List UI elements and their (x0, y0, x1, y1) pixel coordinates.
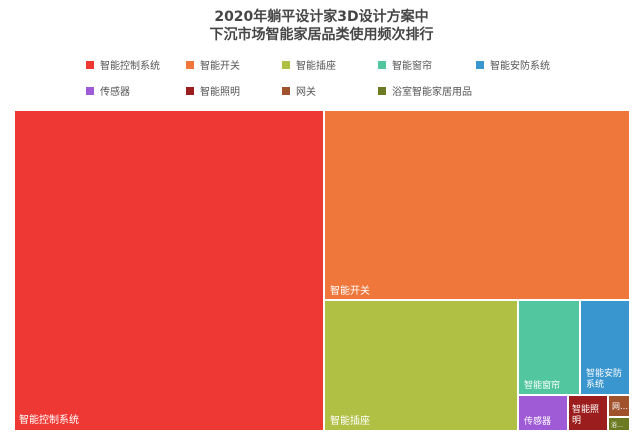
legend-item-sensor[interactable]: 传感器 (86, 83, 130, 98)
legend-label: 智能开关 (200, 61, 240, 72)
legend-item-smart-curtain[interactable]: 智能窗帘 (378, 57, 432, 72)
legend-swatch (282, 86, 290, 95)
treemap-cell-label: 传感器 (524, 415, 551, 427)
chart-title-line-2: 下沉市场智能家居品类使用频次排行 (209, 27, 434, 43)
legend-swatch (378, 86, 386, 95)
legend-swatch (282, 60, 290, 69)
legend-swatch (476, 60, 484, 69)
treemap-cell[interactable] (13, 109, 325, 432)
treemap-cell-label: 智能插座 (330, 414, 370, 427)
treemap-cell[interactable] (323, 299, 519, 432)
chart-title-line-1: 2020年躺平设计家3D设计方案中 (214, 9, 429, 25)
legend-label: 智能照明 (200, 87, 240, 98)
legend-swatch (186, 86, 194, 95)
legend-item-smart-lighting[interactable]: 智能照明 (186, 83, 240, 98)
treemap-cell-label: 网… (612, 402, 628, 411)
legend-label: 网关 (296, 87, 316, 98)
treemap-cell-label: 智能安防系统 (586, 367, 622, 390)
chart-title: 2020年躺平设计家3D设计方案中 下沉市场智能家居品类使用频次排行 (0, 8, 643, 44)
legend-label: 智能控制系统 (100, 61, 160, 72)
legend-label: 智能安防系统 (490, 61, 550, 72)
legend-swatch (186, 60, 194, 69)
treemap-cell-label: 智能开关 (330, 284, 370, 297)
legend-item-gateway[interactable]: 网关 (282, 83, 316, 98)
treemap-cell[interactable] (607, 416, 631, 432)
treemap-cell[interactable] (567, 394, 609, 432)
legend-item-smart-control-system[interactable]: 智能控制系统 (86, 57, 160, 72)
treemap-cell-label: 智能窗帘 (524, 379, 560, 391)
legend-swatch (86, 86, 94, 95)
legend-item-smart-switch[interactable]: 智能开关 (186, 57, 240, 72)
legend-label: 智能窗帘 (392, 61, 432, 72)
legend-item-bathroom-smart-home[interactable]: 浴室智能家居用品 (378, 83, 472, 98)
legend-item-smart-security-system[interactable]: 智能安防系统 (476, 57, 550, 72)
legend-label: 传感器 (100, 87, 130, 98)
treemap-cell[interactable] (323, 109, 631, 301)
legend-swatch (378, 60, 386, 69)
legend-label: 智能插座 (296, 61, 336, 72)
treemap-cell-label: 浴… (611, 421, 623, 429)
treemap-cell-label: 智能照明 (572, 403, 599, 426)
treemap-cell[interactable] (579, 299, 631, 396)
legend-swatch (86, 60, 94, 69)
legend-label: 浴室智能家居用品 (392, 87, 472, 98)
legend-item-smart-socket[interactable]: 智能插座 (282, 57, 336, 72)
treemap-cell-label: 智能控制系统 (19, 413, 79, 426)
